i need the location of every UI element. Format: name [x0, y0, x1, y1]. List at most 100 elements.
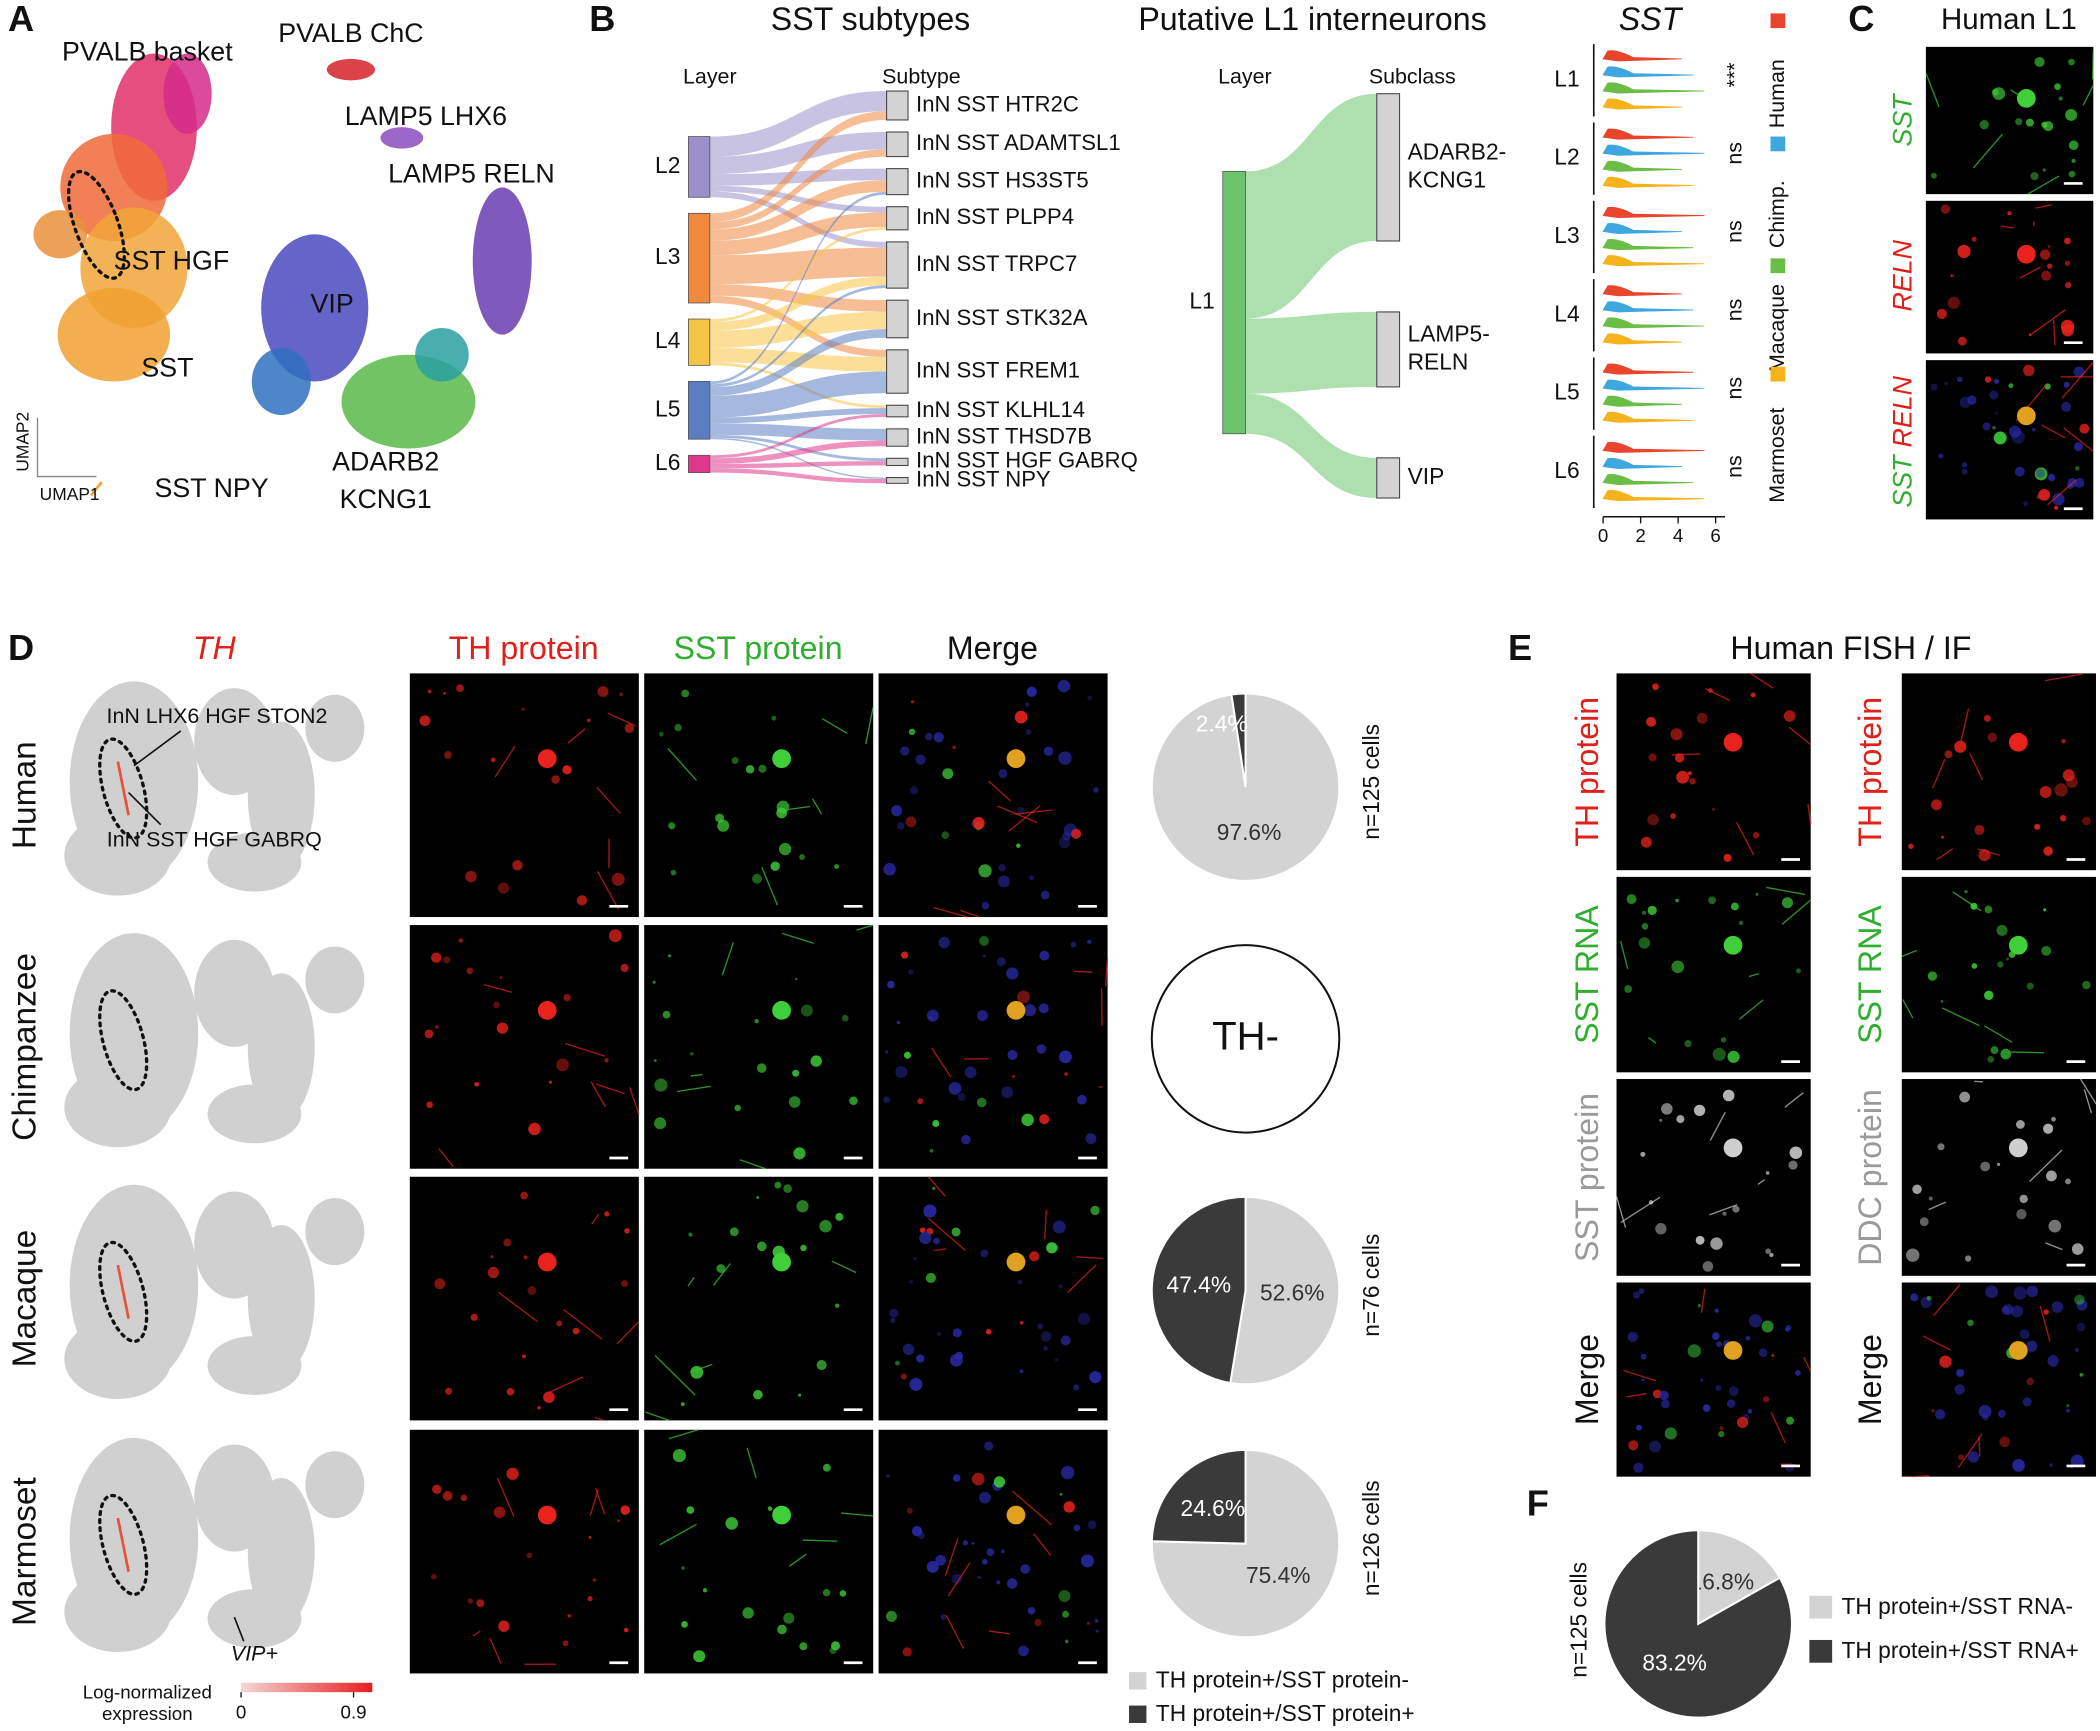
neurite — [687, 1277, 695, 1287]
stat-label: ns — [1722, 220, 1746, 243]
stat-label: ns — [1722, 299, 1746, 322]
cell — [434, 1278, 446, 1290]
cell — [2066, 776, 2078, 788]
n-label: n=76 cells — [1358, 1234, 1384, 1337]
cell — [900, 746, 910, 756]
legend-swatch — [1809, 1639, 1833, 1663]
cell — [474, 1081, 480, 1087]
source-node — [687, 318, 711, 366]
violin — [1602, 206, 1705, 218]
cell — [1661, 1399, 1670, 1409]
cell — [1702, 1404, 1711, 1412]
soma — [2008, 1138, 2028, 1158]
neurite — [1922, 1335, 1951, 1351]
cell — [1954, 1384, 1965, 1395]
cell — [1983, 714, 1991, 722]
cell — [1675, 898, 1679, 903]
cell — [940, 1614, 947, 1620]
cell — [729, 1227, 739, 1237]
cell — [731, 756, 739, 764]
cell — [1719, 1426, 1724, 1431]
neurite — [739, 1159, 766, 1170]
neurite — [1076, 1256, 1104, 1260]
cell — [1726, 1399, 1736, 1408]
micrograph — [878, 925, 1108, 1169]
cell — [957, 1093, 966, 1102]
neurite — [945, 1614, 965, 1650]
neurite — [616, 1321, 640, 1345]
cell — [526, 1552, 533, 1559]
cell — [1640, 836, 1652, 848]
cell — [962, 1540, 968, 1546]
cell — [1987, 1056, 1995, 1063]
cell — [926, 1560, 939, 1573]
neurite — [564, 1042, 606, 1057]
cell — [756, 1241, 767, 1252]
neurite — [1620, 1196, 1661, 1223]
neurite — [1807, 804, 1812, 825]
panel-title: Human FISH / IF — [1730, 630, 1971, 666]
cell — [1947, 296, 1960, 309]
cell — [900, 951, 909, 959]
cell — [621, 1280, 628, 1287]
violin — [1602, 50, 1682, 62]
cell — [971, 1541, 975, 1545]
neurite — [1033, 1533, 1052, 1556]
cell — [948, 1082, 962, 1095]
soma — [772, 749, 791, 769]
cell — [562, 1640, 569, 1647]
flow — [709, 191, 887, 385]
target-label: InN SST HS3ST5 — [916, 167, 1089, 192]
target-label: RELN — [1408, 348, 1469, 374]
flow — [709, 285, 887, 388]
umap-cells — [64, 1571, 172, 1653]
cell — [528, 1122, 541, 1136]
target-node — [886, 131, 909, 158]
target-label: InN SST STK32A — [916, 305, 1088, 330]
neurite — [947, 1562, 971, 1597]
cell — [979, 936, 989, 946]
cell — [2015, 118, 2023, 126]
cluster-label: VIP — [311, 288, 354, 318]
soma — [1006, 1505, 1026, 1525]
soma — [1006, 749, 1026, 769]
neurite — [1901, 949, 1918, 958]
neurite — [590, 1081, 607, 1108]
neurite — [690, 1363, 713, 1373]
cell — [1670, 813, 1677, 819]
cell — [604, 1211, 610, 1217]
cell — [1996, 1162, 2001, 1167]
cell — [1058, 751, 1072, 765]
cell — [896, 1020, 901, 1025]
cell — [2054, 83, 2061, 90]
row-label: RELN — [1888, 239, 1918, 311]
cell — [942, 768, 954, 780]
cell — [1627, 1331, 1638, 1343]
axis-label: UMAP2 — [13, 412, 33, 472]
pie-slice — [1697, 1529, 1782, 1626]
cell — [1089, 1371, 1102, 1384]
dotted-outline — [98, 989, 149, 1092]
cell — [1763, 1396, 1770, 1403]
cell — [1626, 894, 1637, 905]
target-node — [1376, 93, 1401, 242]
cell — [493, 1506, 506, 1519]
source-label: L6 — [655, 449, 680, 475]
micrograph — [1901, 673, 2096, 871]
panel-letter: B — [589, 0, 615, 39]
cell — [2034, 823, 2041, 830]
flow — [709, 423, 887, 441]
neurite — [607, 712, 636, 727]
cell — [951, 1227, 961, 1237]
cell — [597, 686, 609, 697]
cell — [998, 875, 1010, 888]
cell — [1687, 771, 1692, 776]
neurite — [821, 718, 848, 734]
cell — [1926, 1295, 1932, 1301]
cell — [1624, 985, 1633, 993]
cell — [2063, 381, 2070, 388]
violin — [1602, 239, 1694, 251]
cell — [1039, 950, 1050, 961]
cell — [1783, 710, 1796, 722]
